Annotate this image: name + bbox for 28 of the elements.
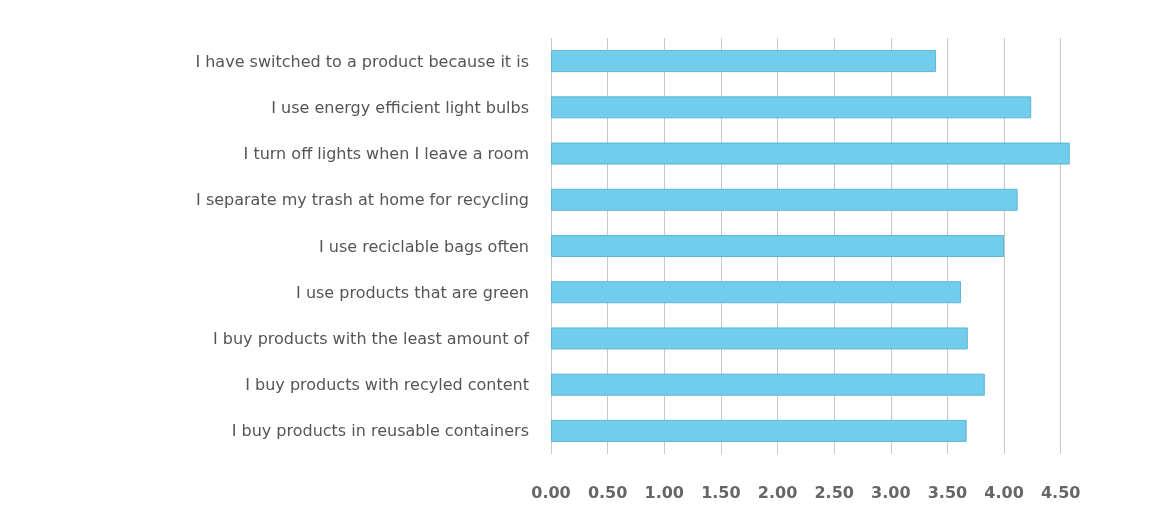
bar [551,96,1032,119]
x-tick-label: 3.00 [871,482,911,502]
y-tick-label: I turn off lights when I leave a room [243,144,529,164]
bar [551,281,961,304]
x-tick-label: 3.50 [927,482,968,502]
x-tick-label: 1.00 [644,482,684,502]
x-tick-label: 2.00 [757,482,798,502]
y-tick-label: I separate my trash at home for recycling [196,190,529,210]
y-tick-label: I have switched to a product because it is [195,51,529,71]
y-tick-label: I buy products with recyled content [245,375,529,395]
x-tick-label: 0.50 [587,482,628,502]
y-tick-label: I buy products with the least amount of [212,328,530,348]
bar [551,419,967,442]
bar [551,188,1018,211]
bar [551,235,1005,257]
x-tick-label: 2.50 [814,482,854,502]
y-tick-label: I use reciclable bags often [318,236,529,256]
bar [551,327,968,350]
y-tick-label: I buy products in reusable containers [231,421,529,441]
bar [551,142,1070,165]
bar [551,373,985,396]
x-tick-label: 4.50 [1040,482,1081,502]
x-tick-label: 4.00 [984,482,1024,502]
x-tick-label: 1.50 [701,482,741,502]
y-tick-label: I use products that are green [296,282,529,302]
y-tick-label: I use energy efficient light bulbs [271,97,529,117]
x-tick-label: 0.00 [531,482,571,502]
bar [551,50,937,73]
